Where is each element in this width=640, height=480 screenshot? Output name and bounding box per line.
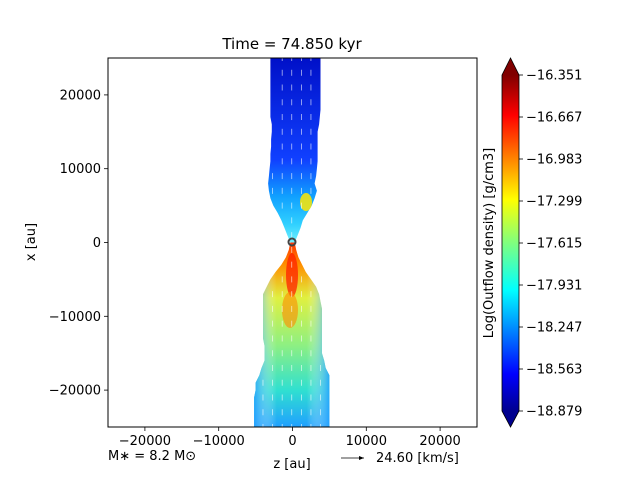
lower-orange-core: [282, 292, 298, 328]
colorbar-tick-label: −18.563: [526, 363, 582, 378]
velocity-key-arrow: [341, 456, 364, 460]
x-tick-label: 0: [288, 434, 296, 449]
plot-area: [254, 58, 330, 427]
velocity-arrows: [262, 58, 321, 427]
colorbar-tick-label: −18.879: [526, 405, 582, 420]
x-axis-label: z [au]: [273, 457, 310, 472]
y-axis-ticks: 20000 10000 0 −10000 −20000: [49, 88, 108, 399]
colorbar-tick-label: −17.299: [526, 195, 582, 210]
x-tick-label: −10000: [193, 434, 245, 449]
x-tick-label: 10000: [346, 434, 387, 449]
y-tick-label: 10000: [60, 162, 101, 177]
y-tick-label: 20000: [60, 88, 101, 103]
chart-title: Time = 74.850 kyr: [221, 35, 362, 53]
colorbar-tick-label: −17.931: [526, 279, 582, 294]
colorbar-tick-label: −16.351: [526, 69, 582, 84]
colorbar-ticks: −16.351 −16.667 −16.983 −17.299 −17.615 −17.9…: [519, 69, 582, 420]
x-axis-ticks: −20000 −10000 0 10000 20000: [119, 427, 461, 449]
velocity-key-label: 24.60 [km/s]: [376, 451, 459, 466]
lower-red-core: [286, 253, 298, 297]
colorbar-tick-label: −16.667: [526, 111, 582, 126]
x-tick-label: 20000: [419, 434, 460, 449]
y-tick-label: −20000: [49, 384, 101, 399]
colorbar: −16.351 −16.667 −16.983 −17.299 −17.615 −17.9…: [501, 57, 582, 428]
protostar-marker: [287, 237, 297, 247]
colorbar-tick-label: −18.247: [526, 321, 582, 336]
stellar-mass-annotation: M∗ = 8.2 M⊙: [108, 449, 196, 464]
colorbar-tick-label: −16.983: [526, 153, 582, 168]
colorbar-tick-label: −17.615: [526, 237, 582, 252]
upper-outflow-lobe: [268, 58, 321, 243]
lower-outflow-lobe-edge-shading: [254, 242, 330, 427]
upper-green-knot: [300, 193, 312, 211]
y-axis-label: x [au]: [24, 223, 39, 261]
y-tick-label: −10000: [49, 310, 101, 325]
colorbar-label: Log(Outflow density) [g/cm3]: [482, 148, 497, 339]
x-tick-label: −20000: [119, 434, 171, 449]
y-tick-label: 0: [93, 236, 101, 251]
